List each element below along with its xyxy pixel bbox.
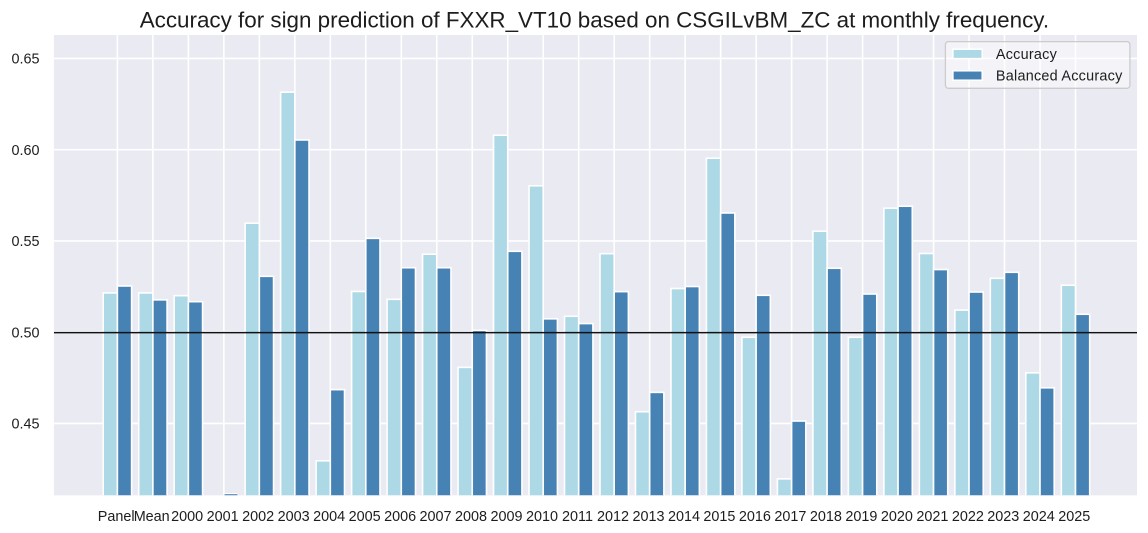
svg-text:0.45: 0.45 <box>11 417 39 433</box>
svg-text:2005: 2005 <box>349 509 381 525</box>
svg-text:2021: 2021 <box>916 509 948 525</box>
svg-text:2017: 2017 <box>774 509 806 525</box>
svg-text:2010: 2010 <box>526 509 558 525</box>
svg-text:2024: 2024 <box>1023 509 1055 525</box>
svg-text:Accuracy for sign prediction o: Accuracy for sign prediction of FXXR_VT1… <box>140 8 1049 33</box>
svg-text:2022: 2022 <box>952 509 984 525</box>
svg-text:2020: 2020 <box>881 509 913 525</box>
svg-text:2006: 2006 <box>384 509 416 525</box>
svg-text:0.60: 0.60 <box>11 143 39 159</box>
svg-text:2003: 2003 <box>278 509 310 525</box>
svg-text:Panel: Panel <box>98 509 135 525</box>
svg-text:2002: 2002 <box>242 509 274 525</box>
svg-text:2011: 2011 <box>562 509 593 525</box>
svg-text:2023: 2023 <box>987 509 1019 525</box>
svg-text:2000: 2000 <box>171 509 203 525</box>
svg-text:Balanced Accuracy: Balanced Accuracy <box>996 69 1123 85</box>
svg-text:0.55: 0.55 <box>11 234 39 250</box>
svg-text:2004: 2004 <box>313 509 345 525</box>
svg-text:2009: 2009 <box>491 509 523 525</box>
svg-text:2001: 2001 <box>207 509 239 525</box>
svg-text:2018: 2018 <box>810 509 842 525</box>
svg-text:0.65: 0.65 <box>11 52 39 68</box>
svg-text:2014: 2014 <box>668 509 700 525</box>
svg-text:2025: 2025 <box>1058 509 1090 525</box>
svg-text:2015: 2015 <box>703 509 735 525</box>
svg-text:0.50: 0.50 <box>11 326 39 342</box>
svg-text:Accuracy: Accuracy <box>996 47 1058 63</box>
svg-text:Mean: Mean <box>134 509 170 525</box>
svg-text:2016: 2016 <box>739 509 771 525</box>
svg-text:2013: 2013 <box>632 509 664 525</box>
svg-text:2019: 2019 <box>845 509 877 525</box>
svg-text:2012: 2012 <box>597 509 629 525</box>
svg-text:2008: 2008 <box>455 509 487 525</box>
svg-text:2007: 2007 <box>420 509 452 525</box>
